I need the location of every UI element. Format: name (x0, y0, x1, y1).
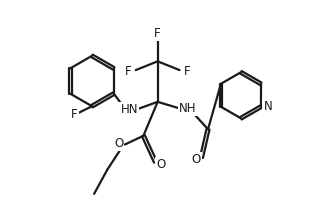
Text: O: O (114, 137, 123, 150)
Text: NH: NH (179, 102, 196, 115)
Text: F: F (154, 27, 161, 40)
Text: HN: HN (120, 103, 138, 116)
Text: F: F (184, 65, 191, 78)
Text: F: F (125, 65, 131, 78)
Text: O: O (156, 158, 165, 171)
Text: N: N (263, 100, 272, 113)
Text: F: F (71, 108, 78, 122)
Text: O: O (191, 153, 201, 166)
